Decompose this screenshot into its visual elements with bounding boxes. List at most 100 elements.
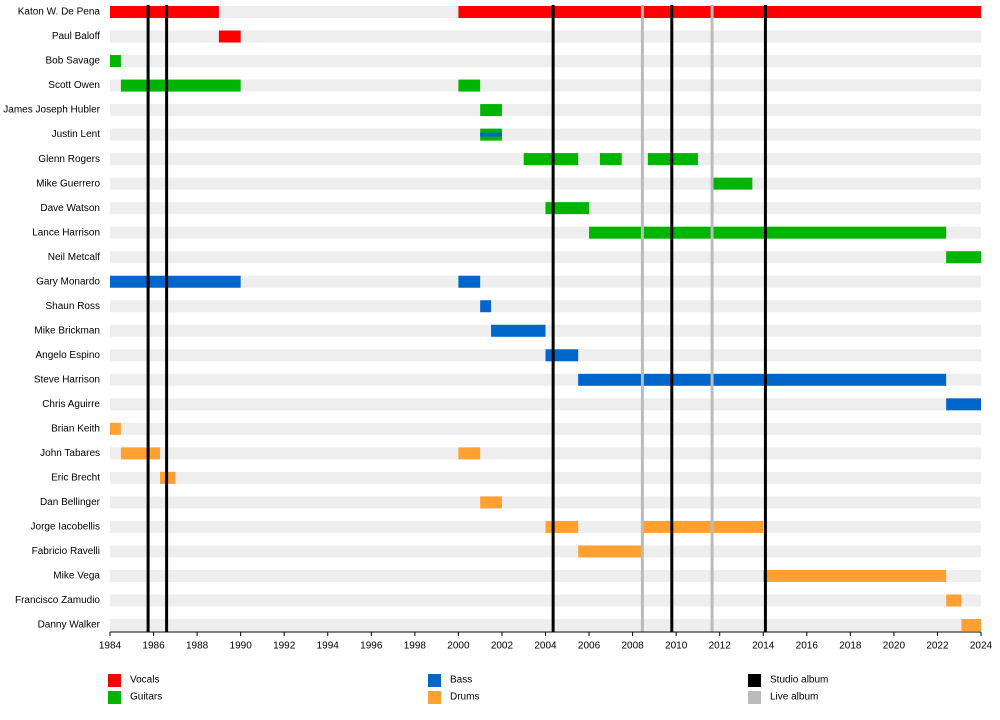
member-name: Scott Owen [48, 80, 100, 91]
member-bar [946, 251, 981, 264]
legend-label: Bass [450, 675, 472, 686]
member-name: Steve Harrison [34, 374, 100, 385]
member-bar [643, 520, 764, 533]
member-name: Mike Brickman [34, 325, 100, 336]
x-tick-label: 1988 [186, 641, 209, 652]
member-name: Dave Watson [40, 203, 100, 214]
member-bar [578, 545, 644, 558]
row-background [110, 300, 981, 313]
x-tick-label: 2000 [447, 641, 470, 652]
x-tick-label: 2010 [665, 641, 688, 652]
member-name: Fabricio Ravelli [32, 546, 100, 557]
x-tick-label: 1994 [317, 641, 340, 652]
member-name: Chris Aguirre [42, 399, 100, 410]
row-background [110, 447, 981, 460]
x-tick-label: 1984 [99, 641, 122, 652]
member-name: Katon W. De Pena [18, 7, 101, 18]
member-name: Eric Brecht [51, 473, 100, 484]
member-bar [480, 496, 502, 509]
x-tick-label: 2014 [752, 641, 775, 652]
member-name: Bob Savage [46, 56, 101, 67]
member-bar [763, 569, 947, 582]
legend-swatch [748, 691, 761, 704]
row-background [110, 55, 981, 68]
member-name: John Tabares [40, 448, 100, 459]
x-tick-label: 1992 [273, 641, 296, 652]
member-bar [545, 520, 579, 533]
x-tick-label: 2002 [491, 641, 514, 652]
member-bar [961, 619, 981, 631]
legend-swatch [108, 674, 121, 687]
member-bar [458, 275, 481, 288]
row-background [110, 30, 981, 43]
x-tick-label: 1986 [142, 641, 165, 652]
member-name: Dan Bellinger [40, 497, 101, 508]
member-name: Jorge Iacobellis [31, 522, 100, 533]
member-bar [480, 132, 502, 137]
row-background [110, 471, 981, 484]
x-tick-label: 1996 [360, 641, 383, 652]
x-tick-label: 2020 [883, 641, 906, 652]
member-name: Justin Lent [52, 129, 101, 140]
member-bar [946, 398, 981, 411]
legend-label: Live album [770, 692, 818, 703]
legend-swatch [748, 674, 761, 687]
member-name: Paul Baloff [52, 31, 100, 42]
member-bar [120, 447, 161, 460]
member-name: Danny Walker [38, 620, 101, 631]
row-background [110, 104, 981, 117]
member-bar [120, 79, 241, 92]
member-name: Lance Harrison [32, 227, 100, 238]
legend-label: Guitars [130, 692, 162, 703]
member-name: Gary Monardo [36, 276, 100, 287]
x-tick-label: 2024 [970, 641, 993, 652]
legend-swatch [108, 691, 121, 704]
row-background [110, 496, 981, 509]
member-name: Shaun Ross [46, 301, 100, 312]
member-name: Brian Keith [51, 423, 100, 434]
x-tick-label: 2008 [621, 641, 644, 652]
member-bar [110, 6, 219, 18]
x-tick-label: 2012 [709, 641, 732, 652]
member-bar [480, 300, 492, 313]
row-background [110, 594, 981, 607]
member-name: Francisco Zamudio [15, 595, 100, 606]
member-bar [110, 55, 121, 68]
row-background [110, 619, 981, 631]
x-tick-label: 1990 [230, 641, 253, 652]
legend-swatch [428, 691, 441, 704]
legend-swatch [428, 674, 441, 687]
member-bar [458, 447, 481, 460]
member-name: Angelo Espino [36, 350, 101, 361]
member-bar [523, 153, 579, 166]
member-name: Mike Guerrero [36, 178, 100, 189]
member-name: James Joseph Hubler [3, 105, 100, 116]
member-bar [458, 6, 981, 18]
row-background [110, 128, 981, 141]
member-name: Neil Metcalf [48, 252, 100, 263]
member-bar [599, 153, 622, 166]
x-tick-label: 2004 [534, 641, 557, 652]
row-background [110, 177, 981, 190]
member-bar [710, 177, 753, 190]
member-bar [589, 226, 947, 239]
member-name: Glenn Rogers [38, 154, 100, 165]
member-bar [110, 275, 241, 288]
legend-label: Vocals [130, 675, 159, 686]
member-name: Mike Vega [53, 571, 100, 582]
member-bar [946, 594, 962, 607]
row-background [110, 398, 981, 411]
row-background [110, 422, 981, 435]
member-bar [545, 202, 590, 215]
row-background [110, 79, 981, 92]
member-bar [458, 79, 481, 92]
x-tick-label: 2006 [578, 641, 601, 652]
member-bar [545, 349, 579, 362]
x-tick-label: 1998 [404, 641, 427, 652]
member-bar [578, 373, 947, 386]
row-background [110, 275, 981, 288]
member-bar [110, 422, 121, 435]
row-background [110, 545, 981, 558]
legend-label: Studio album [770, 675, 828, 686]
